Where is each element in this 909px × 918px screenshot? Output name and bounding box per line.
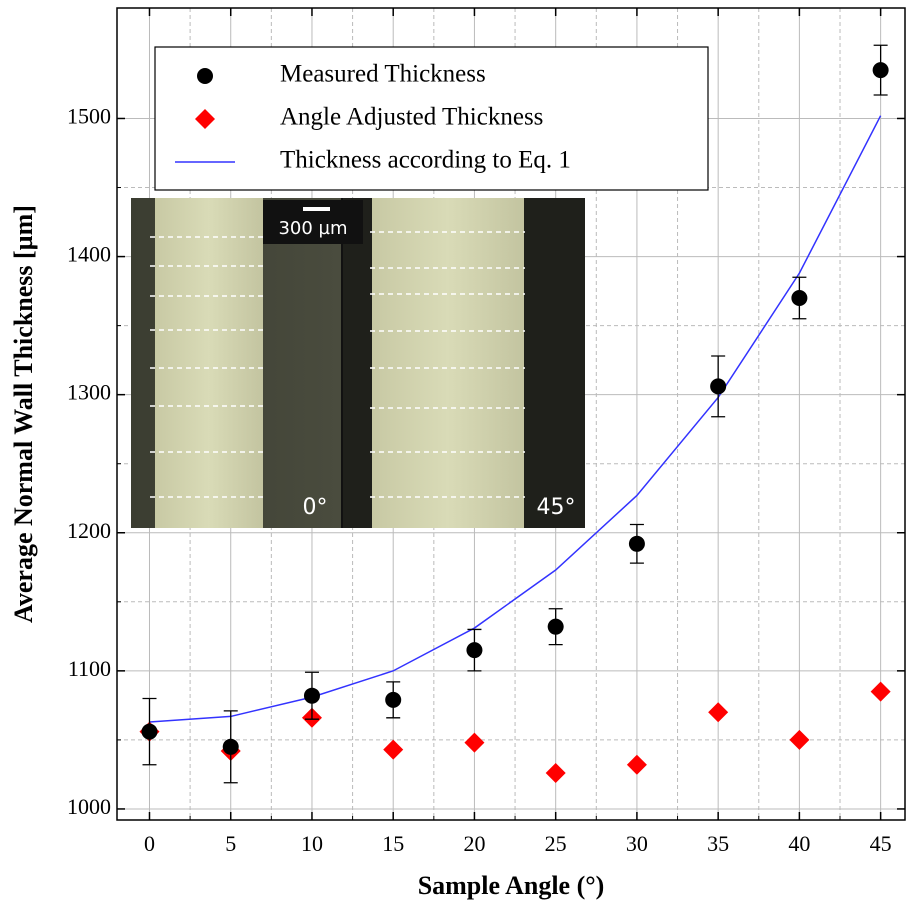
legend-label: Measured Thickness xyxy=(280,61,486,88)
x-tick-label: 15 xyxy=(382,831,404,856)
inset-right-wall xyxy=(372,198,524,528)
x-tick-label: 30 xyxy=(626,831,648,856)
data-point xyxy=(870,681,891,702)
data-point xyxy=(141,723,158,740)
x-tick-label: 0 xyxy=(144,831,155,856)
inset-right-label: 45° xyxy=(537,495,576,520)
y-axis-title: Average Normal Wall Thickness [µm] xyxy=(9,205,38,623)
data-point xyxy=(222,738,239,755)
y-tick-label: 1300 xyxy=(67,380,111,405)
inset-left-wall xyxy=(155,198,263,528)
y-tick-label: 1200 xyxy=(67,518,111,543)
data-point xyxy=(545,763,566,784)
legend-box xyxy=(154,46,709,191)
data-point xyxy=(303,687,320,704)
legend-label: Angle Adjusted Thickness xyxy=(280,104,543,131)
legend: Measured Thickness Angle Adjusted Thickne… xyxy=(154,46,709,191)
plot-frame xyxy=(116,7,906,821)
x-axis-title: Sample Angle (°) xyxy=(418,871,605,900)
inset-micrograph: 300 µm 0° 45° xyxy=(131,198,585,528)
data-point xyxy=(708,702,729,723)
data-point xyxy=(626,754,647,775)
data-point xyxy=(385,691,402,708)
data-point xyxy=(383,739,404,760)
y-tick-label: 1100 xyxy=(68,656,111,681)
x-tick-label: 40 xyxy=(788,831,810,856)
data-point xyxy=(464,732,485,753)
legend-label: Thickness according to Eq. 1 xyxy=(280,147,571,174)
x-tick-label: 25 xyxy=(545,831,567,856)
y-tick-label: 1000 xyxy=(67,794,111,819)
data-point xyxy=(791,290,808,306)
y-tick-label: 1500 xyxy=(67,104,111,129)
scale-bar-label: 300 µm xyxy=(278,218,347,239)
scale-bar xyxy=(303,207,330,211)
x-tick-label: 10 xyxy=(301,831,323,856)
data-point xyxy=(466,642,483,659)
legend-swatch xyxy=(195,109,215,129)
inset-divider xyxy=(341,198,343,528)
data-point xyxy=(628,535,645,552)
data-point xyxy=(872,62,889,79)
data-point xyxy=(547,618,564,635)
x-tick-label: 20 xyxy=(463,831,485,856)
inset-left-label: 0° xyxy=(303,495,328,520)
data-point xyxy=(710,378,727,395)
x-tick-label: 5 xyxy=(225,831,236,856)
x-tick-label: 35 xyxy=(707,831,729,856)
fit-line xyxy=(149,115,882,723)
y-tick-label: 1400 xyxy=(67,242,111,267)
legend-swatch xyxy=(197,68,213,84)
inset-layer-lines xyxy=(150,231,525,498)
data-point xyxy=(789,729,810,750)
x-tick-label: 45 xyxy=(870,831,892,856)
